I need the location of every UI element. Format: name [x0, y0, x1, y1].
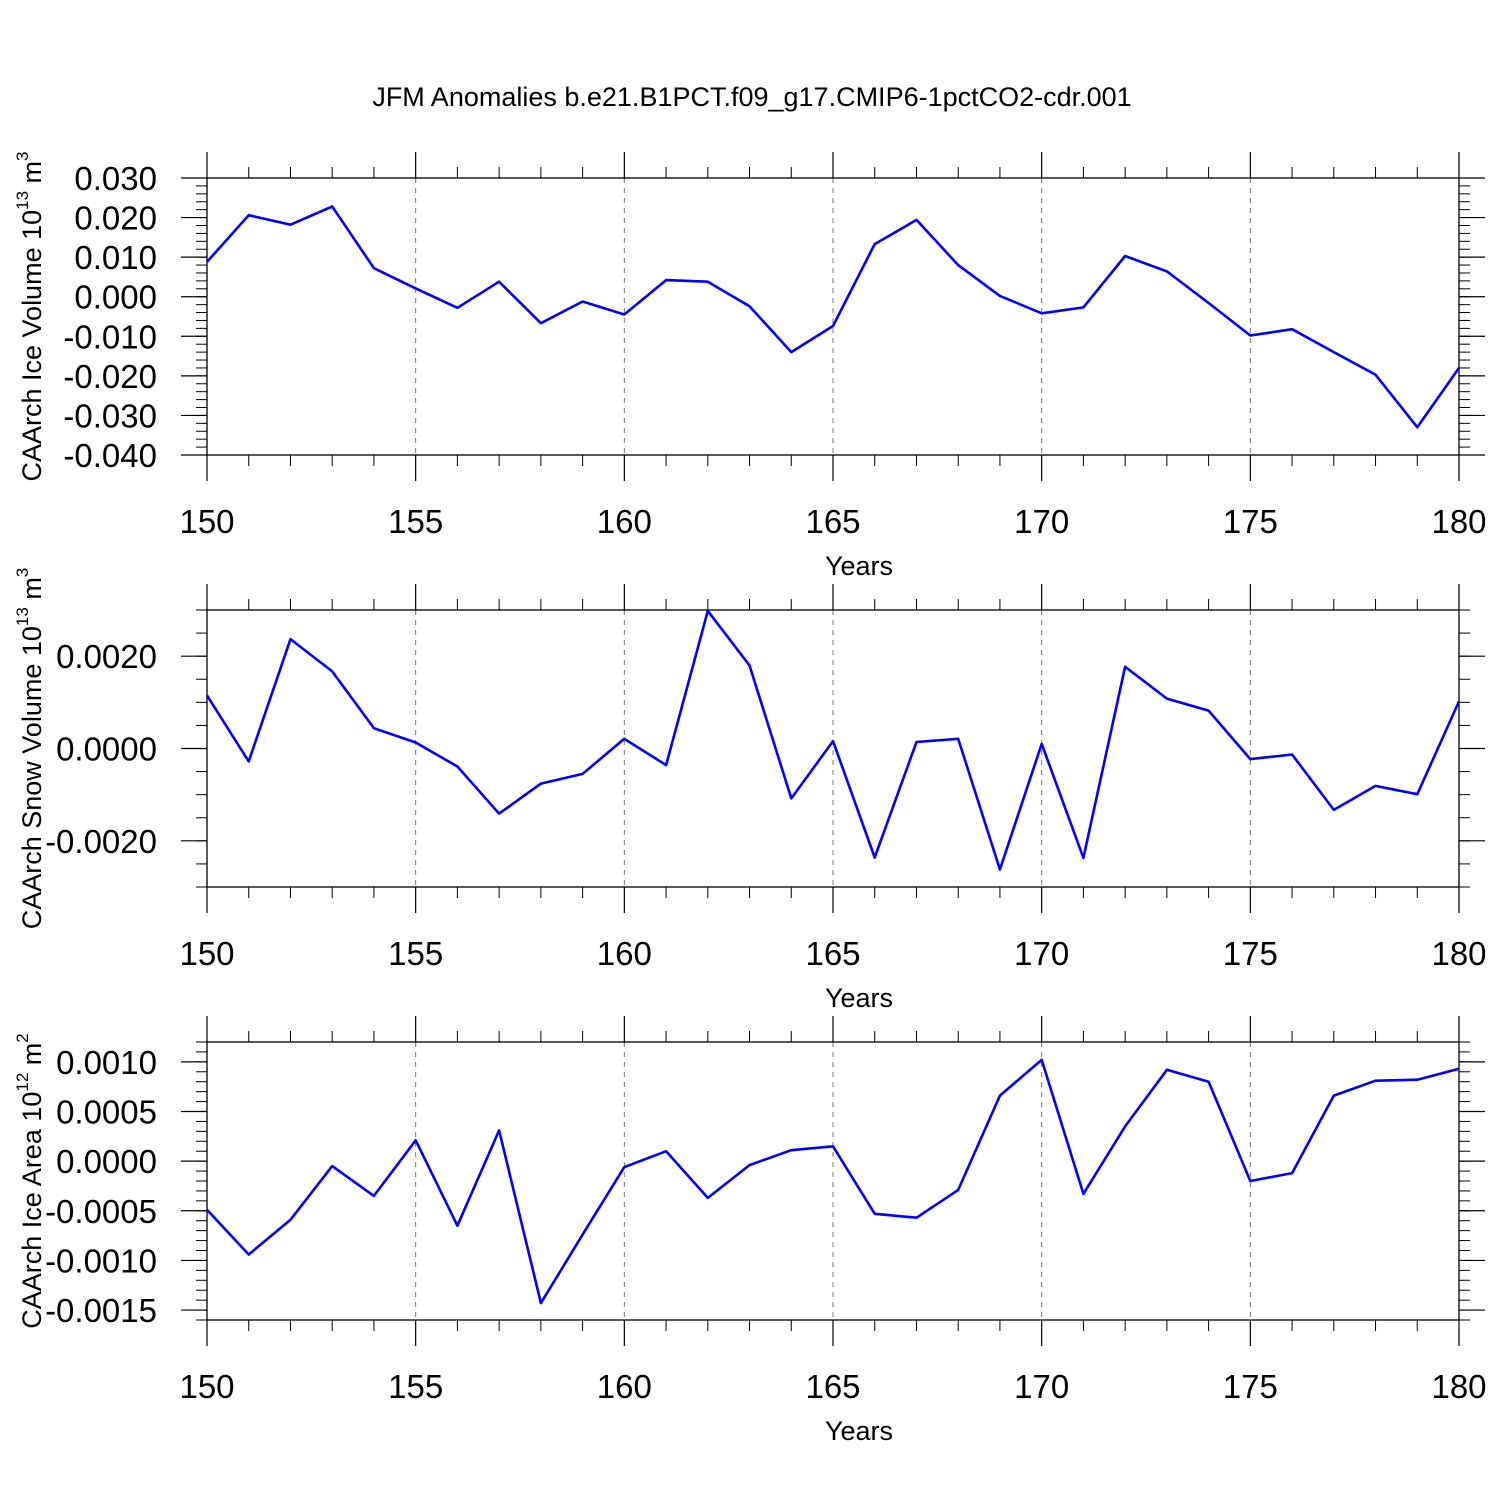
y-tick-label: -0.0010	[45, 1242, 157, 1279]
x-tick-label: 160	[597, 1368, 652, 1405]
x-tick-label: 170	[1014, 935, 1069, 972]
y-tick-label: 0.020	[74, 200, 157, 237]
y-axis-title-text: CAArch Ice Volume 10	[17, 210, 47, 482]
panel-2: 150 155 160 165 170 175 180 -0.0020 0.0000 0.0020…	[13, 568, 1487, 1013]
x-tick-label: 170	[1014, 1368, 1069, 1405]
data-series-line	[206, 1058, 1460, 1305]
x-axis-title: Years	[825, 551, 893, 581]
y-tick-label: -0.0005	[45, 1193, 157, 1230]
x-tick-label: 180	[1431, 935, 1486, 972]
x-tick-label: 180	[1431, 503, 1486, 540]
figure-title: JFM Anomalies b.e21.B1PCT.f09_g17.CMIP6-…	[372, 82, 1131, 112]
x-tick-label: 180	[1431, 1368, 1486, 1405]
y-tick-label: -0.040	[63, 437, 157, 474]
x-tick-label: 155	[388, 1368, 443, 1405]
y-axis-title-unit: m	[17, 577, 47, 607]
y-axis-title-exponent: 12	[13, 1073, 32, 1092]
y-axis-title-exponent: 13	[13, 607, 32, 626]
panel-1: 150 155 160 165 170 175 180 -0.040-0.030-0.020-…	[13, 151, 1487, 581]
y-axis-title: CAArch Ice Area 1012 m2	[13, 1033, 47, 1329]
y-axis-title-unit: m	[17, 161, 47, 191]
x-tick-label: 150	[179, 503, 234, 540]
x-tick-label: 175	[1223, 935, 1278, 972]
y-axis-title-text: CAArch Snow Volume 10	[17, 626, 47, 929]
y-axis-title: CAArch Ice Volume 1013 m3	[13, 151, 47, 481]
x-tick-label: 150	[179, 935, 234, 972]
y-axis-title-unit-exponent: 3	[13, 568, 32, 577]
x-tick-label: 165	[805, 935, 860, 972]
x-tick-label: 160	[597, 503, 652, 540]
x-tick-label: 170	[1014, 503, 1069, 540]
y-tick-label: 0.010	[74, 239, 157, 276]
panel-3: 150 155 160 165 170 175 180 -0.0015 -0.0010 -0.00…	[13, 1016, 1487, 1446]
y-tick-label: 0.0000	[56, 1143, 157, 1180]
data-series-line	[206, 205, 1461, 429]
y-axis-title-unit-exponent: 3	[13, 151, 32, 160]
y-tick-label: 0.0005	[56, 1094, 157, 1131]
y-tick-label: 0.0010	[56, 1044, 157, 1081]
y-tick-label: 0.000	[74, 279, 157, 316]
x-tick-label: 155	[388, 503, 443, 540]
y-tick-label: -0.0015	[45, 1292, 157, 1329]
y-tick-label: -0.020	[63, 358, 157, 395]
x-axis-title: Years	[825, 1416, 893, 1446]
x-axis-title: Years	[825, 983, 893, 1013]
y-tick-label: -0.010	[63, 318, 157, 355]
y-tick-label: -0.0020	[45, 823, 157, 860]
x-tick-label: 165	[805, 1368, 860, 1405]
y-axis-title: CAArch Snow Volume 1013 m3	[13, 568, 47, 930]
y-tick-label: -0.030	[63, 397, 157, 434]
x-tick-label: 150	[179, 1368, 234, 1405]
y-axis-title-exponent: 13	[13, 191, 32, 210]
y-tick-label: 0.0000	[56, 731, 157, 768]
data-series-line	[205, 609, 1461, 871]
x-tick-label: 155	[388, 935, 443, 972]
x-tick-label: 175	[1223, 1368, 1278, 1405]
x-tick-label: 165	[805, 503, 860, 540]
y-axis-title-unit: m	[17, 1043, 47, 1073]
y-axis-title-text: CAArch Ice Area 10	[17, 1092, 47, 1329]
y-tick-label: 0.0020	[56, 638, 157, 675]
y-axis-title-unit-exponent: 2	[13, 1033, 32, 1042]
x-tick-label: 160	[597, 935, 652, 972]
x-tick-label: 175	[1223, 503, 1278, 540]
y-tick-label: 0.030	[74, 160, 157, 197]
